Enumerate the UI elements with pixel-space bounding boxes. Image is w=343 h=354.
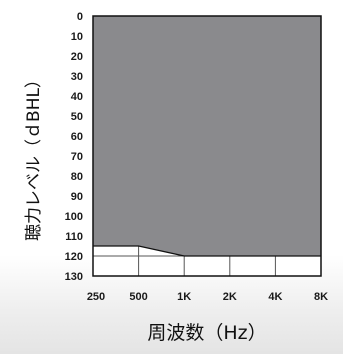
y-tick-label: 0 [77,11,83,23]
x-tick-labels: 250 500 1K 2K 4K 8K [87,291,328,303]
y-tick-label: 130 [65,271,83,283]
y-tick-label: 30 [71,71,83,83]
plot-frame [92,15,322,277]
y-axis-title: 聴力レベル（ｄBHL） [24,71,44,241]
y-tick-label: 80 [71,171,83,183]
y-tick-label: 40 [71,91,83,103]
x-tick-label: 500 [129,291,147,303]
x-tick-label: 8K [314,291,328,303]
x-axis-title: 周波数（Hz） [147,322,266,344]
x-tick-label: 250 [87,291,105,303]
x-tick-label: 2K [223,291,237,303]
hearing-level-area [93,16,321,256]
x-tick-label: 4K [268,291,282,303]
y-tick-label: 50 [71,111,83,123]
y-tick-label: 20 [71,51,83,63]
y-tick-label: 90 [71,191,83,203]
hearing-level-line [93,245,321,257]
y-tick-label: 60 [71,131,83,143]
y-tick-label: 110 [65,231,83,243]
y-tick-label: 120 [65,251,83,263]
y-tick-label: 10 [71,31,83,43]
y-tick-label: 70 [71,151,83,163]
x-tick-label: 1K [177,291,191,303]
y-tick-label: 100 [65,211,83,223]
y-tick-labels: 0 10 20 30 40 50 60 70 80 90 100 110 120 130 [65,11,83,283]
